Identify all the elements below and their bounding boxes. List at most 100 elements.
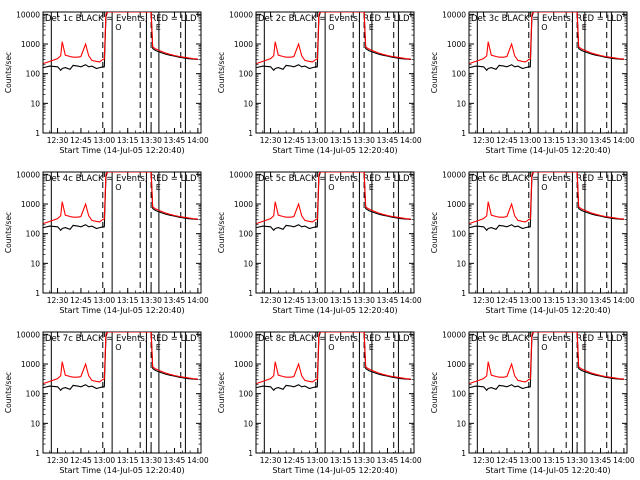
series-line-lld <box>256 12 411 65</box>
x-tick-label: 14:00 <box>613 136 635 145</box>
x-tick-label: 13:15 <box>543 296 565 305</box>
detector-panel-6: Det 6c BLACK = Events, RED = LLD 1 10 100 10… <box>430 170 635 315</box>
y-tick-label: 10000 <box>16 330 40 339</box>
y-tick-label: 10000 <box>442 330 466 339</box>
x-tick-label: 12:30 <box>47 456 69 465</box>
annotation-marker: E <box>156 183 161 192</box>
y-tick-label: 1 <box>248 289 253 298</box>
series-line-events <box>43 12 198 72</box>
y-tick-label: 100 <box>452 390 467 399</box>
x-tick-label: 12:30 <box>260 136 282 145</box>
x-tick-label: 13:00 <box>520 136 542 145</box>
annotation-marker: E <box>369 23 374 32</box>
annotation-marker: O <box>541 343 547 352</box>
x-tick-label: 13:00 <box>307 456 329 465</box>
y-tick-label: 100 <box>26 390 41 399</box>
x-tick-label: 13:45 <box>590 456 612 465</box>
series-line-events <box>43 332 198 392</box>
x-tick-label: 13:15 <box>117 296 139 305</box>
y-tick-label: 100 <box>239 230 254 239</box>
plot-title: Det 6c BLACK = Events, RED = LLD <box>471 174 623 184</box>
y-axis-label: Counts/sec <box>4 372 13 413</box>
x-tick-label: 12:30 <box>47 136 69 145</box>
x-tick-label: 13:15 <box>330 136 352 145</box>
y-axis-label: Counts/sec <box>430 212 439 253</box>
y-axis-label: Counts/sec <box>430 372 439 413</box>
y-tick-label: 100 <box>239 70 254 79</box>
y-tick-label: 1 <box>461 449 466 458</box>
x-tick-label: 13:45 <box>164 136 186 145</box>
y-tick-label: 1 <box>248 449 253 458</box>
x-tick-label: 13:45 <box>377 296 399 305</box>
y-tick-label: 10 <box>30 259 40 268</box>
y-tick-label: 10 <box>456 259 466 268</box>
y-tick-label: 10000 <box>229 330 253 339</box>
plot-data-area <box>469 172 624 293</box>
x-tick-label: 14:00 <box>187 296 209 305</box>
x-tick-label: 13:00 <box>94 136 116 145</box>
x-tick-label: 13:30 <box>140 296 162 305</box>
y-tick-label: 10000 <box>442 10 466 19</box>
plot-title: Det 8c BLACK = Events, RED = LLD <box>258 334 410 344</box>
plot-frame <box>42 11 202 134</box>
annotation-marker: O <box>541 23 547 32</box>
detector-panel-7: Det 7c BLACK = Events, RED = LLD 1 10 100 10… <box>4 330 209 475</box>
x-tick-label: 13:00 <box>94 456 116 465</box>
y-axis-label: Counts/sec <box>4 52 13 93</box>
x-tick-label: 12:30 <box>473 136 495 145</box>
x-tick-label: 13:45 <box>164 296 186 305</box>
x-axis-label: Start Time (14-Jul-05 12:20:40) <box>59 306 184 315</box>
y-tick-label: 1000 <box>234 200 253 209</box>
series-line-events <box>256 12 411 72</box>
x-tick-label: 14:00 <box>400 136 422 145</box>
plot-title: Det 1c BLACK = Events, RED = LLD <box>45 14 197 24</box>
y-tick-label: 1 <box>35 289 40 298</box>
x-axis-label: Start Time (14-Jul-05 12:20:40) <box>272 466 397 475</box>
x-tick-label: 14:00 <box>400 296 422 305</box>
series-line-lld <box>43 332 198 385</box>
x-tick-label: 14:00 <box>400 456 422 465</box>
plot-frame <box>468 171 628 294</box>
series-line-lld <box>469 172 624 225</box>
y-tick-label: 10 <box>243 259 253 268</box>
x-tick-label: 12:45 <box>283 296 305 305</box>
x-axis-label: Start Time (14-Jul-05 12:20:40) <box>485 306 610 315</box>
plot-frame <box>468 331 628 454</box>
plot-frame <box>42 331 202 454</box>
x-tick-label: 13:30 <box>353 136 375 145</box>
x-tick-label: 13:00 <box>307 296 329 305</box>
plot-data-area <box>256 172 411 293</box>
x-tick-label: 12:30 <box>473 296 495 305</box>
annotation-marker: O <box>541 183 547 192</box>
x-tick-label: 13:30 <box>140 136 162 145</box>
annotation-marker: E <box>369 343 374 352</box>
plot-frame <box>255 171 415 294</box>
y-tick-label: 10000 <box>16 10 40 19</box>
x-tick-label: 13:00 <box>307 136 329 145</box>
x-tick-label: 13:15 <box>543 456 565 465</box>
detector-panel-4: Det 4c BLACK = Events, RED = LLD 1 10 100 10… <box>4 170 209 315</box>
plot-title: Det 9c BLACK = Events, RED = LLD <box>471 334 623 344</box>
y-tick-label: 10000 <box>229 10 253 19</box>
x-tick-label: 13:30 <box>566 296 588 305</box>
y-tick-label: 10 <box>30 419 40 428</box>
plot-title: Det 5c BLACK = Events, RED = LLD <box>258 174 410 184</box>
x-tick-label: 14:00 <box>187 456 209 465</box>
series-line-events <box>469 12 624 72</box>
y-axis-label: Counts/sec <box>217 372 226 413</box>
x-tick-label: 12:30 <box>260 296 282 305</box>
series-line-lld <box>43 12 198 65</box>
x-tick-label: 12:45 <box>496 136 518 145</box>
x-tick-label: 12:45 <box>496 456 518 465</box>
plot-data-area <box>43 332 198 453</box>
plot-title: Det 4c BLACK = Events, RED = LLD <box>45 174 197 184</box>
y-tick-label: 1 <box>35 449 40 458</box>
annotation-marker: E <box>582 343 587 352</box>
y-tick-label: 10 <box>456 419 466 428</box>
y-tick-label: 1 <box>35 129 40 138</box>
annotation-marker: O <box>328 343 334 352</box>
plot-title: Det 3c BLACK = Events, RED = LLD <box>471 14 623 24</box>
plot-data-area <box>469 332 624 453</box>
detector-panel-1: Det 1c BLACK = Events, RED = LLD 1 10 100 10… <box>4 10 209 155</box>
series-line-events <box>256 172 411 232</box>
